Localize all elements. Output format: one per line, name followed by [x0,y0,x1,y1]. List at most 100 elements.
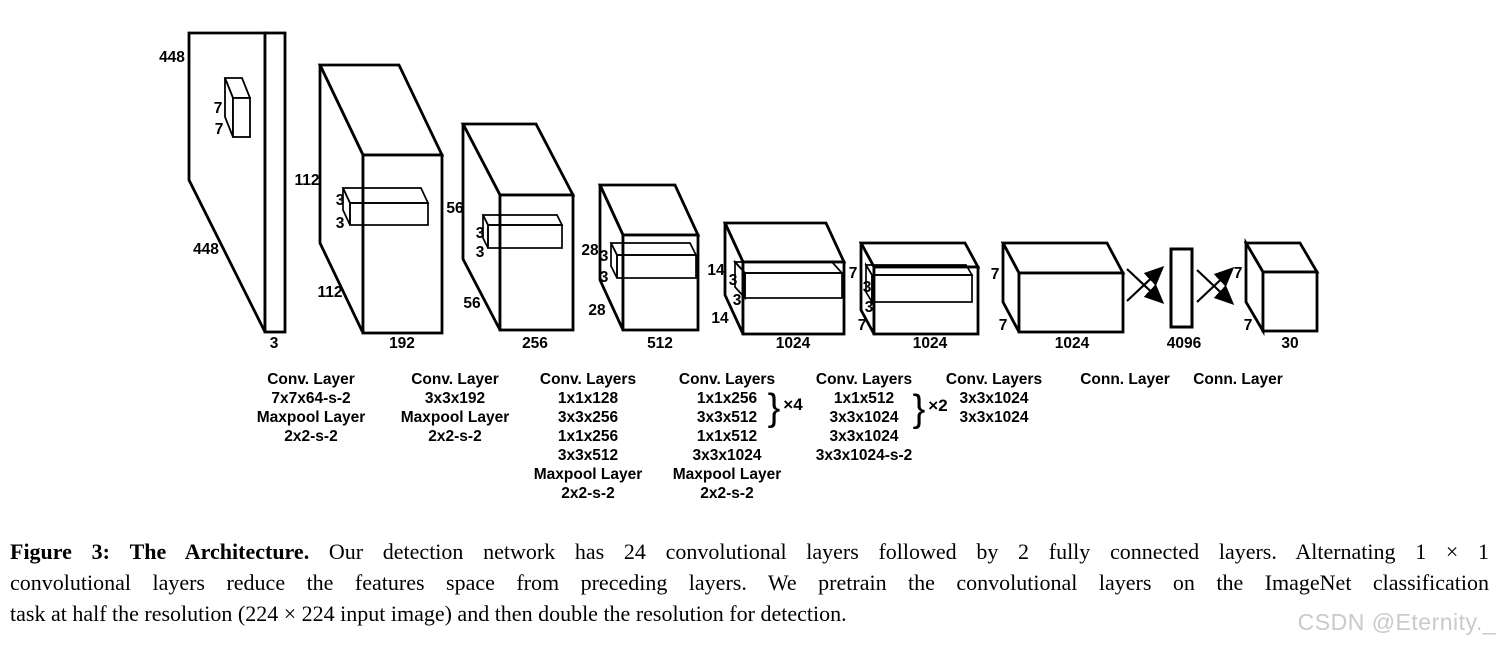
layer-column-1-line-0: Conv. Layer [411,371,499,388]
layer-column-4-line-2: 3x3x1024 [830,409,899,426]
layer-column-5-line-2: 3x3x1024 [960,409,1029,426]
layer-column-3-line-5: Maxpool Layer [673,466,782,483]
conv2-kernel-label-0: 3 [476,225,485,242]
caption-line-2: convolutional layers reduce the features… [10,570,1489,595]
conv5-kernel-label-1: 3 [865,299,874,316]
layer-column-3-line-1: 1x1x256 [697,390,758,407]
layer-column-4-multiplier: ×2 [928,396,947,415]
conv6-depth-label: 1024 [1055,335,1090,352]
layer-column-4-line-1: 1x1x512 [834,390,894,407]
conv3-width-label: 28 [588,302,606,319]
conv5-block-front-face [872,265,980,336]
conv6-block-front-face [1017,271,1125,334]
layer-column-3-line-3: 1x1x512 [697,428,757,445]
caption-title: The Architecture. [129,539,310,564]
layer-column-0-line-1: 7x7x64-s-2 [271,390,350,407]
layer-column-6-line-0: Conn. Layer [1080,371,1170,388]
caption-line-1-text: Our detection network has 24 convolution… [328,539,1489,564]
output-width-label: 7 [1244,317,1253,334]
conv2-height-label: 56 [446,200,464,217]
layer-column-4-brace: } [913,388,926,430]
layer-column-2-line-2: 3x3x256 [558,409,619,426]
layer-column-0-line-3: 2x2-s-2 [284,428,337,445]
input-patch-label-1: 7 [215,121,224,138]
layer-column-5-line-0: Conv. Layers [946,371,1042,388]
figure-caption: Figure 3: The Architecture. Our detectio… [10,536,1489,629]
layer-column-2-line-3: 1x1x256 [558,428,619,445]
layer-column-3-multiplier: ×4 [783,395,803,414]
conv3-kernel-label-1: 3 [600,269,609,286]
layer-column-1-line-1: 3x3x192 [425,390,485,407]
conv6-height-label: 7 [991,266,1000,283]
conv2-block-front-face [498,193,575,332]
layer-column-3-line-4: 3x3x1024 [693,447,762,464]
conv6-block-top-face [1000,241,1126,275]
layer-column-4-line-0: Conv. Layers [816,371,912,388]
connection-arrow-3 [1196,266,1235,303]
conv4-height-label: 14 [707,262,725,279]
layer-column-2-line-6: 2x2-s-2 [561,485,614,502]
conv5-kernel-front-face [871,274,973,303]
layer-column-1-line-2: Maxpool Layer [401,409,510,426]
conv1-kernel-front-face [349,202,429,226]
conv4-kernel-label-1: 3 [733,292,742,309]
conv3-kernel-label-0: 3 [600,248,609,265]
conv1-height-label: 112 [294,172,319,189]
conv3-block-front-face [621,233,700,332]
conv5-depth-label: 1024 [913,335,948,352]
layer-column-2-line-4: 3x3x512 [558,447,618,464]
layer-column-4-line-3: 3x3x1024 [830,428,899,445]
conv6-width-label: 7 [999,317,1008,334]
input-patch-front-face [232,97,251,138]
input-depth-label: 3 [270,335,279,352]
fc1-depth-label: 4096 [1167,335,1202,352]
conv5-width-label: 7 [858,317,867,334]
layer-column-2-line-1: 1x1x128 [558,390,619,407]
layer-column-0-line-2: Maxpool Layer [257,409,366,426]
conv4-width-label: 14 [711,310,729,327]
conv3-height-label: 28 [581,242,599,259]
output-block-front-face [1261,270,1319,333]
layer-column-7-line-0: Conn. Layer [1193,371,1283,388]
watermark-csdn: CSDN @Eternity._ [1297,609,1496,635]
conv2-depth-label: 256 [522,335,548,352]
conv4-block-top-face [722,221,847,264]
caption-figure-label: Figure 3: [10,539,110,564]
input-image-depth-slab [263,31,287,334]
layer-column-3-line-0: Conv. Layers [679,371,775,388]
conv1-block-front-face [361,153,444,335]
conv5-block-top-face [858,241,981,269]
fc1-layer-rect [1169,247,1194,329]
caption-line-3: task at half the resolution (224 × 224 i… [10,601,847,626]
conv1-depth-label: 192 [389,335,415,352]
layer-column-2-line-5: Maxpool Layer [534,466,643,483]
layer-column-5-line-1: 3x3x1024 [960,390,1029,407]
conv1-kernel-label-1: 3 [336,215,345,232]
input-height-label: 448 [159,49,185,66]
layer-column-3-brace: } [768,387,781,429]
input-width-label: 448 [193,241,219,258]
layer-column-3-line-2: 3x3x512 [697,409,757,426]
conv1-width-label: 112 [317,284,342,301]
conv4-depth-label: 1024 [776,335,811,352]
conv5-kernel-label-0: 3 [863,279,872,296]
output-depth-label: 30 [1281,335,1298,352]
conv2-kernel-label-1: 3 [476,244,485,261]
layer-column-1-line-3: 2x2-s-2 [428,428,481,445]
layer-column-4-line-4: 3x3x1024-s-2 [816,447,913,464]
layer-column-2-line-0: Conv. Layers [540,371,636,388]
conv4-kernel-front-face [744,272,843,299]
conv1-kernel-label-0: 3 [336,192,345,209]
conv5-height-label: 7 [849,265,858,282]
caption-line-1: Figure 3: The Architecture. Our detectio… [10,536,1489,567]
connection-arrow-1 [1126,265,1165,302]
layer-column-0-line-0: Conv. Layer [267,371,355,388]
conv3-kernel-front-face [616,254,697,279]
conv3-depth-label: 512 [647,335,673,352]
layer-column-3-line-6: 2x2-s-2 [700,485,753,502]
output-height-label: 7 [1234,265,1243,282]
input-patch-label-0: 7 [214,100,223,117]
conv4-kernel-label-0: 3 [729,272,738,289]
